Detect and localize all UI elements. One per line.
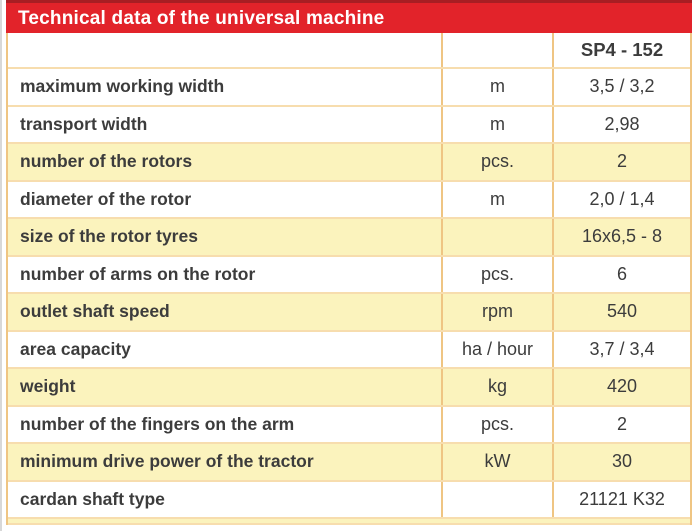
- spec-value: 2,0 / 1,4: [589, 188, 655, 209]
- spec-label: number of arms on the rotor: [20, 263, 256, 284]
- spec-unit: pcs.: [441, 256, 554, 292]
- model-header-row: SP4 - 152: [8, 33, 690, 69]
- spec-label: maximum working width: [20, 76, 225, 97]
- spec-label: transport width: [20, 113, 148, 134]
- table-row: number of arms on the rotor pcs. 6: [8, 256, 690, 294]
- spec-value: 2: [616, 413, 627, 434]
- spec-label: number of the fingers on the arm: [20, 413, 295, 434]
- spec-unit: m: [441, 181, 554, 217]
- spec-label: area capacity: [20, 338, 131, 359]
- table-row: minimum drive power of the tractor kW 30: [8, 444, 690, 482]
- table-row: maximum working width m 3,5 / 3,2: [8, 69, 690, 107]
- table-row: number of the fingers on the arm pcs. 2: [8, 406, 690, 444]
- table-row: area capacity ha / hour 3,7 / 3,4: [8, 331, 690, 369]
- spec-label: size of the rotor tyres: [20, 226, 198, 247]
- spec-unit: pcs.: [441, 144, 554, 180]
- spec-unit: pcs.: [441, 406, 554, 442]
- spec-unit: ha / hour: [441, 331, 554, 367]
- spec-value: 6: [616, 263, 627, 284]
- table-body: SP4 - 152 maximum working width m 3,5 / …: [6, 33, 692, 525]
- spec-label: [8, 33, 441, 67]
- spec-unit: m: [441, 106, 554, 142]
- spec-unit: [441, 219, 554, 255]
- spec-value: 420: [606, 376, 638, 397]
- screen-left-edge: [0, 0, 2, 531]
- spec-label: minimum drive power of the tractor: [20, 451, 314, 472]
- table-row: size of the rotor tyres 16x6,5 - 8: [8, 219, 690, 257]
- spec-table: Technical data of the universal machine …: [6, 0, 692, 525]
- spec-value: 2,98: [604, 113, 640, 134]
- spec-value: 540: [606, 301, 638, 322]
- spec-unit: kg: [441, 369, 554, 405]
- table-row: cardan shaft type 21121 K32: [8, 481, 690, 519]
- table-row: outlet shaft speed rpm 540: [8, 294, 690, 332]
- spec-label: cardan shaft type: [20, 488, 165, 509]
- spec-label: outlet shaft speed: [20, 301, 170, 322]
- table-row: number of the rotors pcs. 2: [8, 144, 690, 182]
- spec-value: 30: [611, 451, 633, 472]
- spec-label: weight: [20, 376, 76, 397]
- spec-unit: rpm: [441, 294, 554, 330]
- spec-unit: kW: [441, 444, 554, 480]
- spec-unit: [441, 33, 554, 67]
- table-title-band: Technical data of the universal machine: [6, 0, 692, 33]
- spec-value: 3,7 / 3,4: [589, 338, 655, 359]
- table-row: transport width m 2,98: [8, 106, 690, 144]
- model-name: SP4 - 152: [580, 39, 664, 60]
- cut-off-row: [8, 519, 690, 525]
- spec-unit: [441, 481, 554, 517]
- spec-label: number of the rotors: [20, 151, 193, 172]
- spec-value: 21121 K32: [579, 488, 665, 509]
- spec-label: diameter of the rotor: [20, 188, 192, 209]
- table-title: Technical data of the universal machine: [18, 8, 385, 29]
- spec-value: 2: [616, 151, 627, 172]
- table-row: weight kg 420: [8, 369, 690, 407]
- spec-value: 16x6,5 - 8: [581, 226, 663, 247]
- table-row: diameter of the rotor m 2,0 / 1,4: [8, 181, 690, 219]
- spec-value: 3,5 / 3,2: [589, 76, 655, 97]
- spec-unit: m: [441, 69, 554, 105]
